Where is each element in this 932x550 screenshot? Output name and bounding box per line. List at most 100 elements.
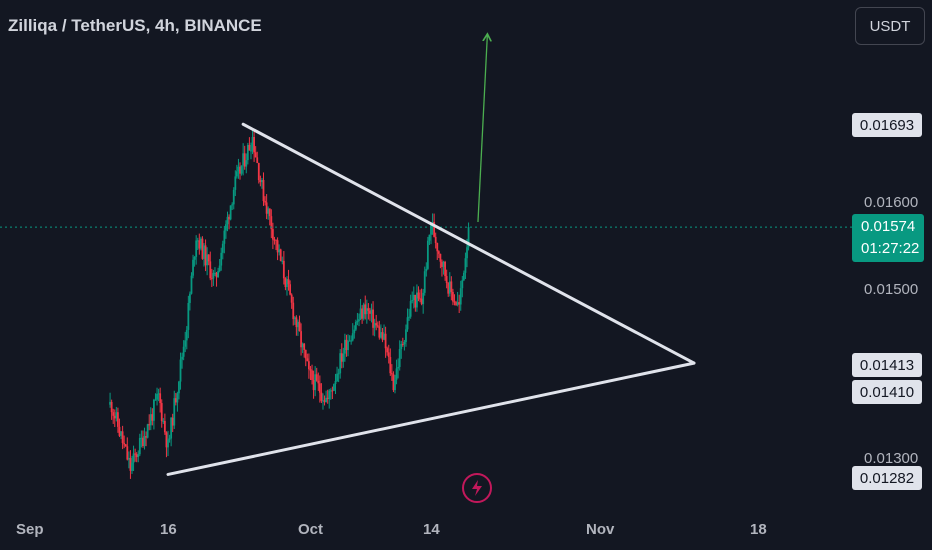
candle-body bbox=[173, 398, 176, 426]
candle-body bbox=[143, 436, 146, 447]
candle-body bbox=[246, 144, 249, 161]
candle-body bbox=[242, 153, 245, 166]
candle-body bbox=[433, 221, 436, 237]
candle-body bbox=[248, 144, 251, 151]
candle-body bbox=[398, 348, 401, 367]
candle-body bbox=[174, 398, 177, 403]
candle-body bbox=[458, 302, 461, 305]
candle-body bbox=[414, 294, 417, 308]
candle-body bbox=[441, 261, 443, 267]
candle-body bbox=[340, 353, 343, 362]
candle-body bbox=[380, 332, 382, 338]
time-label-oct: Oct bbox=[298, 521, 324, 538]
candle-body bbox=[199, 238, 202, 249]
symbol-title: Zilliqa / TetherUS, 4h, BINANCE bbox=[8, 16, 262, 35]
candle-body bbox=[323, 400, 326, 402]
candle-body bbox=[110, 401, 113, 413]
candle-body bbox=[412, 294, 415, 301]
candle-body bbox=[267, 208, 270, 214]
candle-body bbox=[220, 252, 223, 266]
candle-body bbox=[132, 453, 135, 463]
candle-body bbox=[189, 293, 191, 303]
candle-body bbox=[245, 160, 248, 167]
time-label-18: 18 bbox=[750, 521, 767, 538]
candle-body bbox=[304, 349, 307, 359]
resistance-trendline[interactable] bbox=[241, 122, 696, 365]
candle-body bbox=[445, 276, 448, 283]
candle-body bbox=[182, 346, 185, 357]
candle-body bbox=[204, 245, 207, 266]
candle-body bbox=[203, 245, 205, 259]
candle-body bbox=[278, 249, 281, 253]
candle-body bbox=[329, 390, 332, 392]
candle-body bbox=[389, 357, 392, 374]
candle-body bbox=[351, 333, 354, 341]
candle-body bbox=[127, 457, 130, 460]
candle-body bbox=[273, 239, 276, 241]
candle-body bbox=[361, 308, 364, 319]
price-label-0.01300: 0.01300 bbox=[864, 450, 919, 467]
candle-body bbox=[372, 309, 374, 328]
candlestick-series bbox=[109, 129, 470, 479]
candle-body bbox=[448, 281, 451, 294]
candle-body bbox=[192, 259, 194, 276]
candle-body bbox=[118, 426, 121, 436]
candle-body bbox=[456, 302, 459, 305]
candle-body bbox=[290, 294, 293, 303]
candle-body bbox=[207, 254, 210, 262]
candle-body bbox=[295, 317, 298, 328]
candle-body bbox=[375, 323, 378, 326]
candle-body bbox=[281, 260, 284, 262]
currency-button[interactable]: USDT bbox=[855, 7, 925, 45]
time-label-sep: Sep bbox=[16, 521, 44, 538]
candle-body bbox=[159, 393, 162, 404]
candle-body bbox=[416, 292, 418, 308]
candle-body bbox=[271, 229, 274, 240]
candle-body bbox=[234, 176, 237, 190]
current-price-value: 0.01574 bbox=[861, 218, 916, 235]
alert-bolt-button[interactable] bbox=[462, 473, 492, 503]
candle-body bbox=[185, 329, 188, 341]
candle-body bbox=[168, 438, 171, 440]
candle-body bbox=[223, 230, 226, 244]
candle-body bbox=[113, 415, 116, 419]
candle-body bbox=[428, 234, 431, 241]
candle-body bbox=[276, 240, 279, 253]
candle-body bbox=[149, 414, 152, 426]
projection-arrow[interactable] bbox=[477, 35, 487, 223]
candle-body bbox=[315, 374, 318, 381]
candle-body bbox=[123, 443, 126, 445]
candle-body bbox=[425, 268, 428, 272]
candle-body bbox=[442, 261, 445, 267]
candle-body bbox=[311, 370, 313, 380]
candle-body bbox=[181, 356, 183, 360]
candle-body bbox=[293, 317, 296, 320]
candle-body bbox=[137, 454, 140, 458]
candle-body bbox=[378, 326, 381, 338]
candle-body bbox=[160, 403, 163, 422]
candle-body bbox=[397, 366, 400, 369]
candle-body bbox=[386, 348, 389, 353]
candle-body bbox=[459, 288, 462, 305]
candle-body bbox=[115, 412, 118, 419]
candle-body bbox=[153, 399, 155, 421]
candle-body bbox=[336, 373, 338, 381]
candle-body bbox=[307, 361, 310, 370]
candle-body bbox=[392, 374, 395, 391]
candle-body bbox=[384, 333, 387, 349]
candle-body bbox=[328, 390, 331, 400]
candle-body bbox=[347, 341, 349, 351]
price-badge-0.01693: 0.01693 bbox=[852, 113, 922, 137]
candle-body bbox=[256, 157, 259, 163]
candle-body bbox=[126, 446, 129, 460]
candle-body bbox=[262, 180, 265, 202]
lightning-bolt-icon bbox=[472, 480, 482, 496]
candle-body bbox=[455, 302, 457, 305]
candle-body bbox=[289, 284, 292, 295]
candle-body bbox=[162, 420, 165, 422]
candle-body bbox=[286, 279, 288, 288]
candle-body bbox=[466, 247, 468, 259]
support-trendline[interactable] bbox=[166, 361, 696, 476]
candle-body bbox=[370, 309, 373, 314]
